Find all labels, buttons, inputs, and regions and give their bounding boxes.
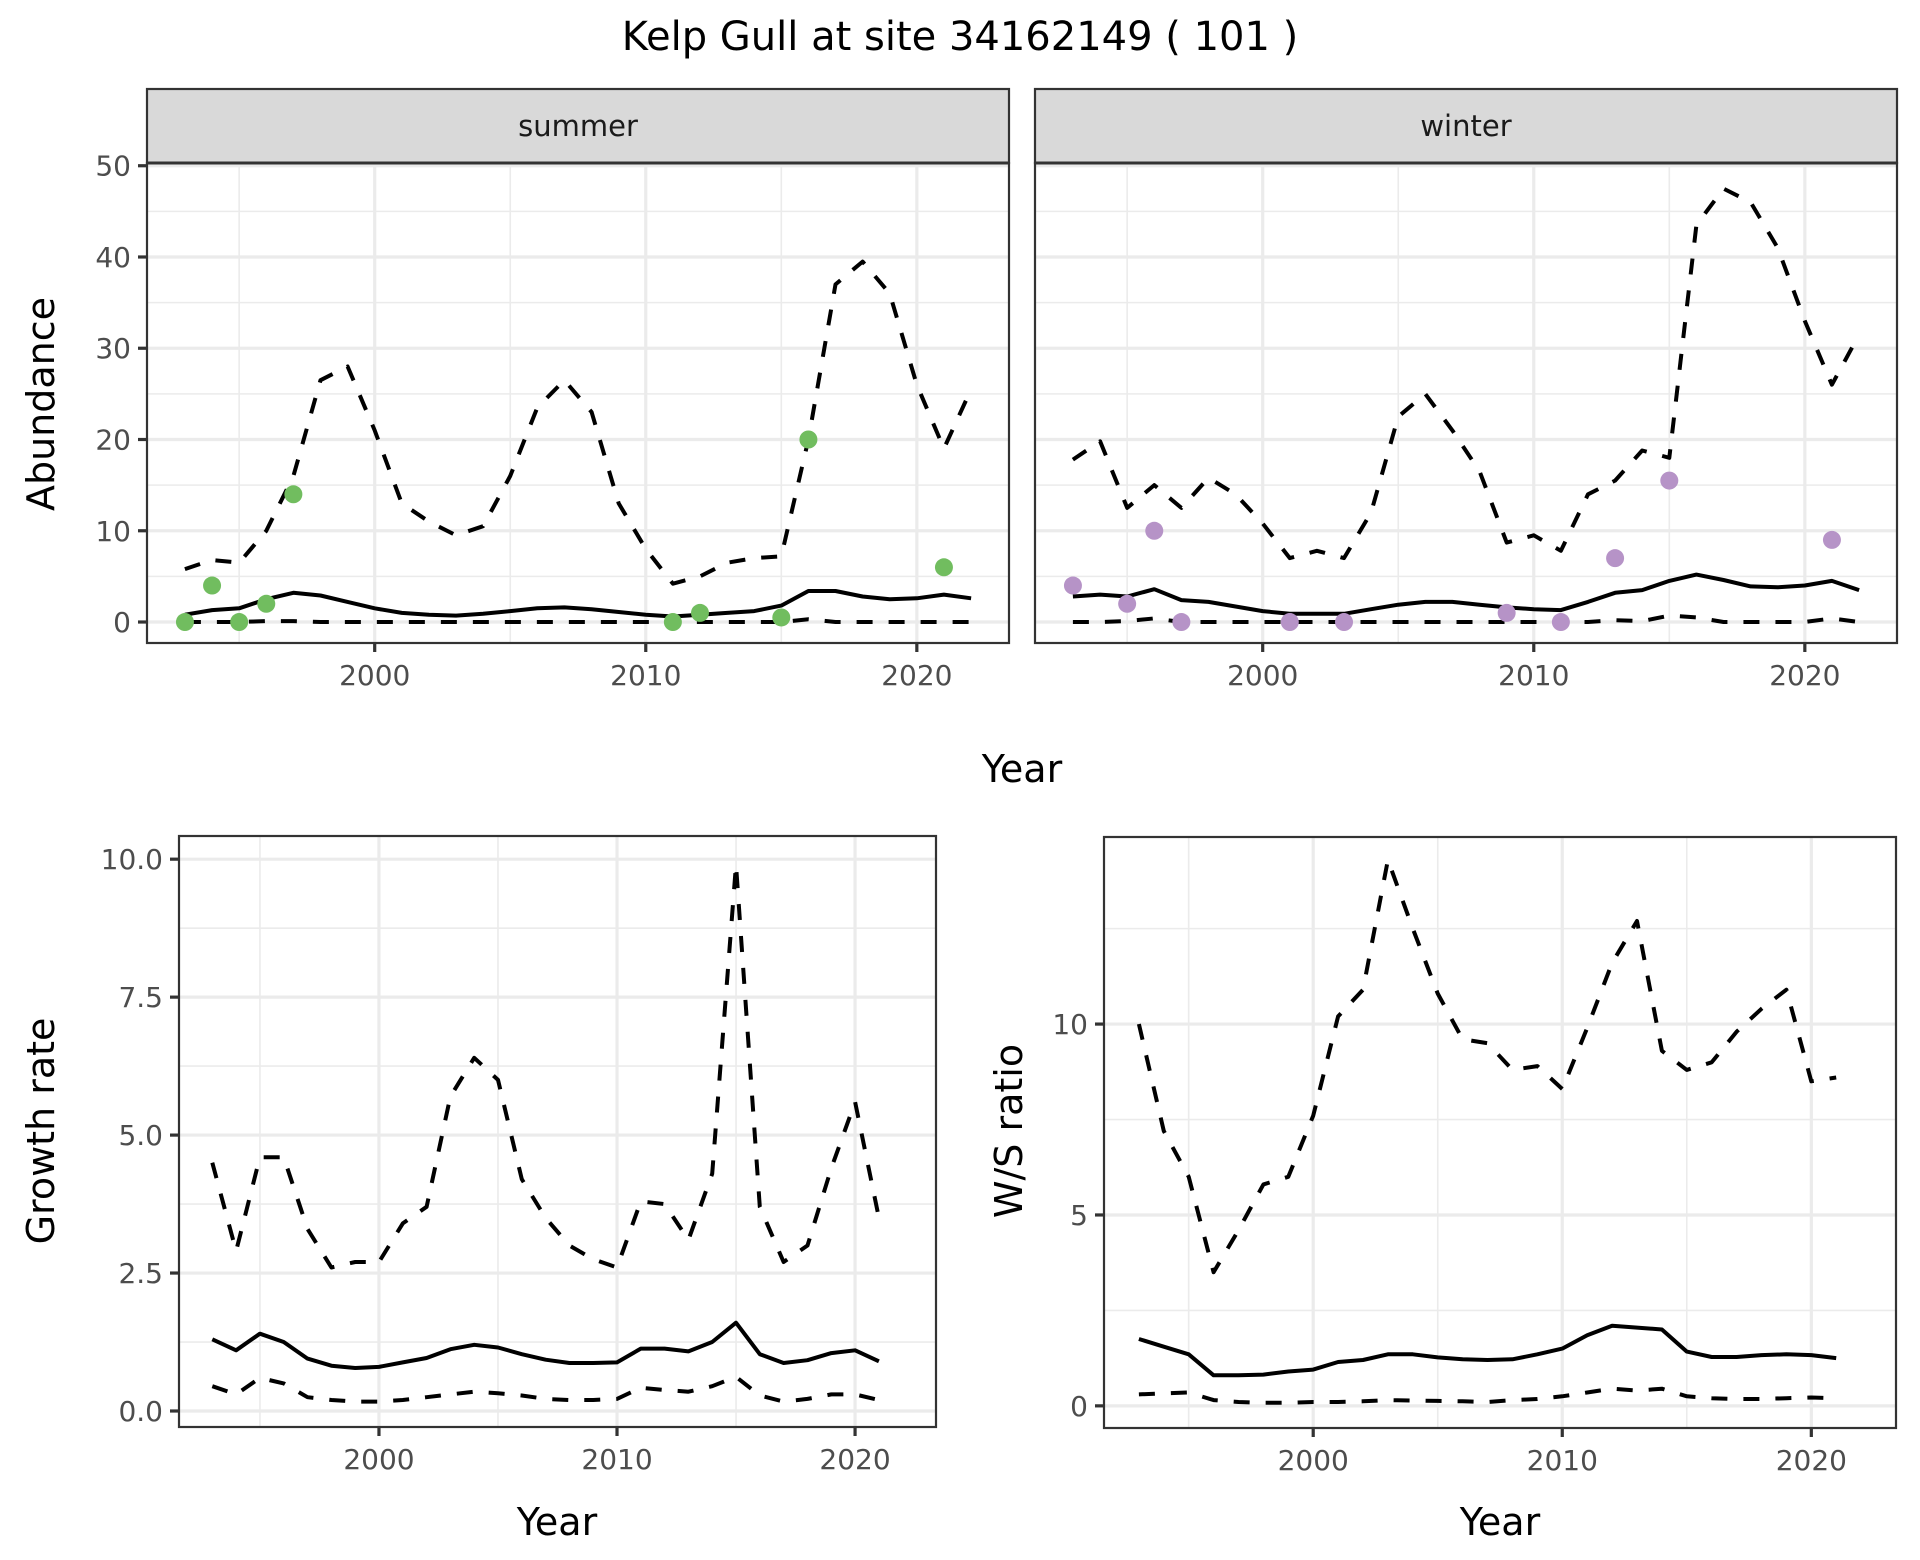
observed-count-point	[1606, 549, 1625, 568]
panel-summer: summer 2000 2010 2020 0 10 20 30 40 50	[95, 87, 1011, 692]
series-line-upper	[1071, 186, 1861, 561]
series-line-estimate	[1072, 572, 1860, 616]
series-line-estimate	[184, 589, 972, 619]
observed-count-point	[1497, 603, 1516, 622]
observed-count-point	[1118, 594, 1137, 613]
x-tick-label: 2020	[1776, 1444, 1847, 1477]
panel-border	[177, 834, 938, 1429]
observed-count-point	[257, 594, 276, 613]
figure-title: Kelp Gull at site 34162149 ( 101 )	[622, 14, 1299, 60]
y-tick-label: 0	[1070, 1390, 1088, 1423]
observed-count-point	[663, 613, 682, 632]
x-tick-label: 2010	[610, 659, 681, 692]
series-line-estimate	[211, 1320, 880, 1370]
x-axis-title-growth: Year	[516, 1500, 598, 1544]
x-tick-label: 2000	[1227, 659, 1298, 692]
plot-background	[147, 163, 1009, 643]
y-tick-label: 0	[113, 606, 131, 639]
y-axis-title-growth: Growth rate	[19, 1018, 63, 1245]
plot-background	[1104, 837, 1896, 1428]
y-tick-label: 40	[95, 241, 131, 274]
facet-strip	[145, 87, 1011, 165]
observed-count-point	[934, 558, 953, 577]
panel-border	[1102, 835, 1898, 1430]
series-line-lower	[184, 617, 972, 624]
x-tick-label: 2020	[819, 1443, 890, 1476]
panel-ws-ratio: 2000 2010 2020 0 5 10	[1052, 835, 1898, 1477]
y-tick-label: 10.0	[101, 843, 163, 876]
x-tick-label: 2020	[881, 659, 952, 692]
y-tick-label: 20	[95, 424, 131, 457]
observed-count-point	[284, 485, 303, 504]
x-tick-label: 2000	[343, 1443, 414, 1476]
observed-count-point	[203, 576, 222, 595]
y-tick-label: 10	[1052, 1008, 1088, 1041]
x-tick-label: 2020	[1769, 659, 1840, 692]
plot-background	[179, 836, 936, 1427]
observed-count-point	[772, 608, 791, 627]
observed-count-point	[1145, 521, 1164, 540]
y-tick-label: 5	[1070, 1199, 1088, 1232]
series-line-lower	[1138, 1386, 1837, 1405]
observed-count-point	[1280, 613, 1299, 632]
series-line-lower	[1072, 613, 1860, 624]
observed-count-point	[1660, 471, 1679, 490]
y-tick-label: 30	[95, 332, 131, 365]
series-line-upper	[210, 862, 881, 1270]
panel-growth-rate: 2000 2010 2020 0.0 2.5 5.0 7.5 10.0	[101, 834, 938, 1476]
y-tick-label: 2.5	[118, 1257, 163, 1290]
x-tick-label: 2000	[1278, 1444, 1349, 1477]
series-line-upper	[184, 259, 973, 586]
y-axis-title-abundance: Abundance	[19, 297, 63, 511]
observed-count-point	[690, 603, 709, 622]
observed-count-point	[230, 613, 249, 632]
x-axis-title-top: Year	[981, 747, 1063, 791]
x-tick-label: 2010	[1498, 659, 1569, 692]
x-tick-label: 2000	[339, 659, 410, 692]
series-line-lower	[211, 1374, 880, 1404]
x-tick-label: 2010	[1527, 1444, 1598, 1477]
y-tick-label: 7.5	[118, 981, 163, 1014]
y-tick-label: 5.0	[118, 1119, 163, 1152]
observed-count-point	[799, 430, 818, 449]
facet-strip-label: winter	[1420, 109, 1511, 143]
observed-count-point	[1063, 576, 1082, 595]
observed-count-point	[175, 613, 194, 632]
observed-count-point	[1172, 613, 1191, 632]
y-tick-label: 10	[95, 515, 131, 548]
x-axis-title-ws-ratio: Year	[1459, 1500, 1541, 1544]
series-line-estimate	[1138, 1323, 1837, 1378]
facet-strip-label: summer	[518, 109, 638, 143]
y-axis-title-ws-ratio: W/S ratio	[987, 1044, 1031, 1218]
y-tick-label: 0.0	[118, 1395, 163, 1428]
y-tick-label: 50	[95, 150, 131, 183]
plot-background	[1035, 163, 1897, 643]
observed-count-point	[1551, 613, 1570, 632]
x-tick-label: 2010	[581, 1443, 652, 1476]
observed-count-point	[1822, 530, 1841, 549]
observed-count-point	[1335, 613, 1354, 632]
panel-winter: winter 2000 2010 2020	[1033, 87, 1899, 692]
